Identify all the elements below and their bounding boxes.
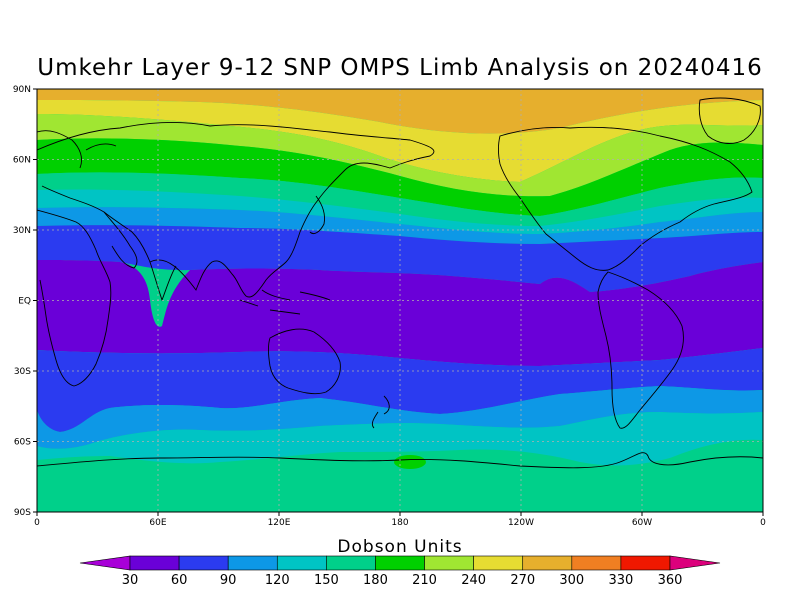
colorbar-title: Dobson Units [337, 537, 463, 557]
colorbar-label: 120 [265, 573, 290, 588]
coastline-europe [37, 130, 117, 169]
coastline-japan [309, 195, 325, 235]
colorbar-swatch [620, 555, 671, 571]
colorbar-swatch [227, 555, 278, 571]
tick-marks [33, 88, 764, 516]
colorbar-swatch [276, 555, 327, 571]
ozone-spot [394, 455, 426, 469]
colorbar-label: 210 [412, 573, 437, 588]
colorbar: 30 60 90 120 150 180 210 240 270 300 330 360 [79, 555, 721, 588]
lat-label: 30N [13, 226, 31, 236]
lon-label: 180 [391, 518, 408, 528]
colorbar-swatch [571, 555, 622, 571]
coastline-arabia [103, 211, 138, 269]
ozone-band-90-120-south [37, 386, 763, 449]
colorbar-label: 90 [220, 573, 237, 588]
colorbar-label: 360 [658, 573, 683, 588]
colorbar-label: 240 [461, 573, 486, 588]
lon-label: 0 [760, 518, 766, 528]
lat-label: 30S [14, 367, 31, 377]
lat-label: 90S [14, 508, 31, 518]
ozone-band-120-150 [37, 189, 763, 234]
coastlines [37, 97, 763, 469]
lon-label: 60E [149, 518, 166, 528]
colorbar-label: 300 [559, 573, 584, 588]
ozone-band-top [37, 89, 763, 134]
colorbar-label: 60 [171, 573, 188, 588]
colorbar-swatch [129, 555, 180, 571]
coastline-antarctica [37, 452, 763, 469]
coastline-south-america [597, 271, 684, 429]
lon-label: 0 [34, 518, 40, 528]
coastline-australia [268, 328, 341, 395]
coastline-india [149, 261, 177, 302]
colorbar-swatch [178, 555, 229, 571]
colorbar-swatch [522, 555, 573, 571]
lon-label: 120W [508, 518, 534, 528]
ozone-band-120-150-south [37, 412, 763, 466]
lat-label: EQ [18, 297, 31, 307]
lat-label: 60N [13, 156, 31, 166]
coastline-eurasia [37, 121, 435, 298]
colorbar-label: 30 [122, 573, 139, 588]
coastline-north-america [498, 126, 753, 271]
colorbar-swatch [375, 555, 425, 571]
lat-label: 60S [14, 438, 31, 448]
coastline-greenland [698, 97, 761, 144]
colorbar-swatch [424, 555, 474, 571]
ozone-band-30-60 [37, 260, 763, 366]
ozone-band-210-240 [37, 114, 763, 197]
ozone-band-180-210 [37, 138, 763, 216]
colorbar-arrow-low [79, 555, 131, 571]
map-grid [37, 89, 763, 512]
colorbar-swatch [473, 555, 524, 571]
ozone-band-60-90 [37, 225, 763, 292]
page-title: Umkehr Layer 9-12 SNP OMPS Limb Analysis… [37, 55, 763, 81]
colorbar-label: 330 [608, 573, 633, 588]
lon-label: 120E [268, 518, 291, 528]
coastline-africa [37, 209, 112, 387]
colorbar-label: 150 [314, 573, 339, 588]
colorbar-label: 270 [510, 573, 535, 588]
coastline-indonesia [239, 289, 331, 315]
colorbar-arrow-high [669, 555, 721, 571]
coastline-newzealand [371, 395, 390, 429]
colorbar-label: 180 [363, 573, 388, 588]
lon-label: 60W [632, 518, 652, 528]
lat-label: 90N [13, 85, 31, 95]
colorbar-swatch [326, 555, 376, 571]
